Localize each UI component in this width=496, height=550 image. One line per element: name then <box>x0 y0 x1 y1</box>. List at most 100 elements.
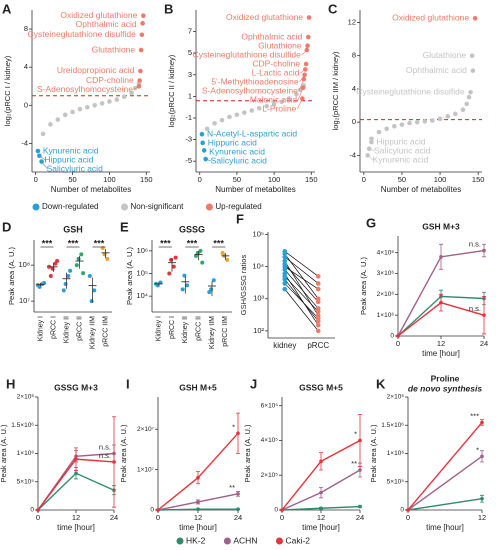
y-tick-label: 5 <box>188 48 192 57</box>
metabolite-point <box>306 15 312 20</box>
metabolite-label: Salicyluric acid <box>47 163 103 173</box>
metabolite-point <box>137 78 142 83</box>
x-tick-label: 0 <box>156 513 160 522</box>
significance-label: ** <box>351 459 357 468</box>
significance-label: n.s. <box>99 451 111 460</box>
y-tick-label: 1×10⁶ <box>17 450 35 457</box>
metabolite-point <box>55 117 61 122</box>
data-point <box>112 460 116 464</box>
metabolite-point <box>242 110 247 115</box>
category-label: Kidney I <box>37 316 44 341</box>
y-tick-label: 1×10⁷ <box>137 466 155 473</box>
data-point <box>36 508 40 512</box>
legend-label: Down-regulated <box>42 202 98 211</box>
metabolite-point <box>48 122 53 127</box>
metabolite-point <box>306 34 311 40</box>
pair-line <box>284 276 319 312</box>
x-tick-label: 50 <box>68 175 76 184</box>
panel-title: GSH <box>63 224 83 234</box>
data-point <box>319 506 323 511</box>
legend-label: HK-2 <box>186 535 206 545</box>
x-tick-label: 100 <box>103 175 116 184</box>
metabolite-point <box>35 148 41 154</box>
panel-letter: C <box>328 1 338 16</box>
x-axis-label: time [hour] <box>426 523 464 532</box>
metabolite-point <box>286 96 292 101</box>
x-tick-label: 50 <box>233 175 241 184</box>
metabolite-label: L-Lactic acid <box>252 67 300 77</box>
y-tick-label: 0 <box>274 507 278 514</box>
metabolite-point <box>138 47 144 53</box>
series-line <box>281 439 361 511</box>
significance-label: * <box>476 445 479 454</box>
metabolite-point <box>472 16 478 21</box>
y-tick-label: 2×10⁶ <box>17 394 35 401</box>
metabolite-point <box>219 117 225 123</box>
y-axis-label: Peak area (A. U.) <box>0 424 8 482</box>
panel-title: GSSG <box>179 224 205 234</box>
panel-letter: B <box>164 1 173 16</box>
pair-line <box>284 256 319 284</box>
y-tick-label: 1.5×10⁶ <box>381 422 404 429</box>
x-tick-label: 24 <box>110 513 118 522</box>
metabolite-point <box>466 94 472 100</box>
sample-point <box>225 257 230 262</box>
metabolite-point <box>369 139 374 145</box>
y-tick-label: 3 <box>188 70 192 79</box>
y-tick-label: 4×10⁵ <box>261 437 279 444</box>
y-tick-label: 0 <box>400 507 404 514</box>
y-tick-label: 0 <box>352 117 356 126</box>
legend-label: Non-significant <box>130 202 184 211</box>
sample-point <box>315 286 321 292</box>
leader-line <box>300 69 306 74</box>
sample-point <box>79 252 84 257</box>
panel-letter: I <box>126 376 130 391</box>
y-tick-label: 1×10⁶ <box>377 312 395 319</box>
y-axis-label: Peak area (A. U.) <box>369 424 378 482</box>
y-axis-label: GSH/GSSG ratios <box>239 255 248 316</box>
metabolite-label: Ureidopropionic acid <box>57 65 135 75</box>
metabolite-point <box>437 116 443 122</box>
leader-line <box>39 155 46 161</box>
metabolite-point <box>464 101 470 107</box>
sample-point <box>282 286 288 292</box>
metabolite-point <box>40 131 46 137</box>
data-point <box>439 300 443 305</box>
x-tick-label: 24 <box>356 513 364 522</box>
legend-marker <box>176 537 184 545</box>
metabolite-label: Cysteineglutathione disulfide <box>28 29 136 39</box>
metabolite-point <box>453 111 458 117</box>
sample-point <box>315 322 321 328</box>
panel-letter: G <box>366 215 376 230</box>
metabolite-point <box>99 101 105 106</box>
leader-line <box>367 155 374 161</box>
significance-label: *** <box>187 238 198 248</box>
category-label: pRCC II <box>76 316 83 341</box>
y-axis-label: log₂(pRCC IIM / kidney) <box>331 51 340 130</box>
metabolite-label: Cysteineglutathione disulfide <box>356 86 464 96</box>
metabolite-point <box>139 32 145 38</box>
y-tick-label: 2×10⁶ <box>387 394 405 401</box>
pair-line <box>284 251 319 277</box>
series-line <box>407 455 483 511</box>
x-tick-label: 12 <box>72 513 80 522</box>
legend-marker <box>205 203 213 211</box>
metabolite-point <box>470 68 476 73</box>
y-tick-label: 4 <box>352 84 356 93</box>
metabolite-point <box>469 53 475 58</box>
y-tick-label: 1.5×10⁶ <box>11 422 34 429</box>
data-point <box>396 334 400 338</box>
metabolite-label: Kynurenic acid <box>43 145 99 155</box>
category-label: Kidney I <box>156 316 163 341</box>
data-point <box>439 255 443 259</box>
significance-label: *** <box>68 238 79 248</box>
metabolite-point <box>92 102 97 108</box>
y-tick-label: 10⁵ <box>137 268 148 277</box>
data-point <box>156 508 160 512</box>
y-tick-label: 4×10⁶ <box>377 249 395 256</box>
sample-point <box>173 255 178 260</box>
y-axis-label: Peak area (A. U.) <box>119 424 128 482</box>
metabolite-label: Glutathione <box>92 44 136 54</box>
y-axis-label: log₂(pRCC I / kidney) <box>3 55 12 126</box>
metabolite-label: L-Proline <box>262 103 296 113</box>
